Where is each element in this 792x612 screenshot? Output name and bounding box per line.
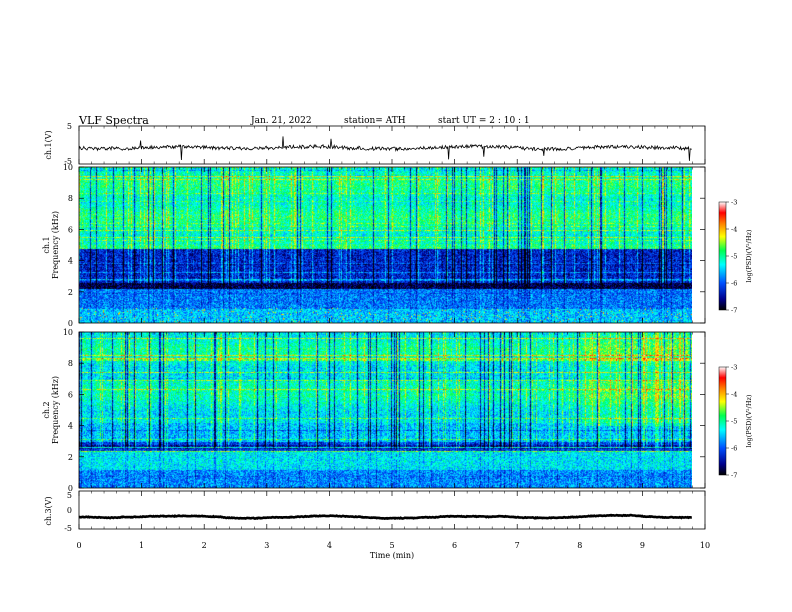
xtick-label: 10	[700, 541, 710, 550]
ytick-label: 10	[63, 328, 73, 337]
xtick-label: 2	[202, 541, 207, 550]
ch3-ytick-5: 5	[67, 491, 72, 500]
colorbar-tick-label: -5	[731, 418, 737, 426]
ytick-label: 0	[68, 484, 73, 493]
ch1-spectrogram-yticks: 0 2 4 6 8 10	[63, 163, 705, 328]
ytick-label: 6	[68, 225, 73, 234]
ch3-ytick-0: 0	[67, 506, 72, 515]
colorbar-tick-label: -6	[731, 280, 737, 288]
ch1-ytick-5: 5	[67, 122, 72, 131]
ch2-colorbar-ticks: -3 -4 -5 -6 -7	[726, 364, 737, 480]
ch1-spectrogram-ylabel: Frequency (kHz)	[51, 211, 60, 279]
ytick-label: 2	[68, 453, 73, 462]
xtick-label: 4	[327, 541, 332, 550]
date-label: Jan. 21, 2022	[250, 116, 312, 126]
ch2-spectrogram-ylabel: Frequency (kHz)	[51, 376, 60, 444]
colorbar-tick-label: -3	[731, 199, 737, 207]
xtick-label: 1	[139, 541, 144, 550]
station-label: station= ATH	[344, 116, 406, 126]
ch2-spectrogram-panel: 0 2 4 6 8 10 Frequency (kHz) ch.2 -3 -4 -5 -6 -7 …	[42, 328, 753, 493]
ytick-label: 0	[68, 319, 73, 328]
ch3-waveform-xticks	[78, 491, 706, 529]
ytick-label: 10	[63, 163, 73, 172]
ch2-colorbar: -3 -4 -5 -6 -7 log(PSD)(V²/Hz)	[718, 364, 753, 480]
xtick-label: 7	[515, 541, 520, 550]
xtick-label: 5	[389, 541, 394, 550]
ch1-colorbar-ticks: -3 -4 -5 -6 -7	[726, 199, 737, 315]
ch3-ytick-neg5: -5	[64, 524, 72, 533]
time-axis-label: Time (min)	[370, 551, 414, 560]
ch1-waveform-panel: 5 -5 ch.1(V)	[44, 122, 706, 166]
figure-title: VLF Spectra	[78, 114, 149, 127]
ch1-colorbar: -3 -4 -5 -6 -7 log(PSD)(V²/Hz)	[718, 199, 753, 315]
ch1-waveform-trace	[78, 136, 692, 161]
ch2-spectrogram-image	[79, 332, 692, 488]
ytick-label: 4	[68, 257, 73, 266]
colorbar-tick-label: -3	[731, 364, 737, 372]
ytick-label: 2	[68, 288, 73, 297]
start-time-label: start UT = 2 : 10 : 1	[438, 116, 530, 126]
colorbar-tick-label: -6	[731, 445, 737, 453]
time-axis-ticklabels: 0 1 2 3 4 5 6 7 8 9 10	[76, 541, 710, 550]
ytick-label: 4	[68, 422, 73, 431]
ch1-ytick-neg5: -5	[64, 157, 72, 166]
ch2-channel-label: ch.2	[42, 401, 51, 418]
colorbar-tick-label: -4	[731, 226, 737, 234]
ch1-spectrogram-panel: 0 2 4 6 8 10 Frequency (kHz) ch.1 -3 -4 -5 -6 -7 …	[42, 163, 753, 328]
colorbar-tick-label: -7	[731, 472, 737, 480]
xtick-label: 8	[577, 541, 582, 550]
ch1-spectrogram-xticks	[78, 167, 706, 323]
ch1-colorbar-gradient	[718, 201, 727, 311]
ch2-spectrogram-xticks	[78, 332, 706, 488]
colorbar-tick-label: -7	[731, 307, 737, 315]
ch2-colorbar-label: log(PSD)(V²/Hz)	[745, 394, 753, 447]
ch3-waveform-frame	[78, 490, 706, 530]
colorbar-tick-label: -5	[731, 253, 737, 261]
ytick-label: 8	[68, 194, 73, 203]
ch3-waveform-panel: 5 0 -5 ch.3(V)	[44, 490, 706, 533]
ch2-colorbar-gradient	[718, 366, 727, 476]
figure-header: VLF Spectra Jan. 21, 2022 station= ATH s…	[78, 114, 530, 127]
xtick-label: 0	[76, 541, 81, 550]
ch1-waveform-xticks	[78, 126, 706, 164]
ch1-channel-label: ch.1	[42, 236, 51, 253]
ch1-spectrogram-image	[79, 167, 692, 323]
colorbar-tick-label: -4	[731, 391, 737, 399]
ch3-waveform-ylabel: ch.3(V)	[44, 496, 53, 525]
ytick-label: 6	[68, 390, 73, 399]
ytick-label: 8	[68, 359, 73, 368]
ch1-colorbar-label: log(PSD)(V²/Hz)	[745, 229, 753, 282]
ch3-waveform-trace	[78, 513, 692, 521]
ch2-spectrogram-yticks: 0 2 4 6 8 10	[63, 328, 705, 493]
xtick-label: 6	[452, 541, 457, 550]
xtick-label: 9	[640, 541, 645, 550]
ch1-waveform-ylabel: ch.1(V)	[44, 130, 53, 159]
xtick-label: 3	[264, 541, 269, 550]
